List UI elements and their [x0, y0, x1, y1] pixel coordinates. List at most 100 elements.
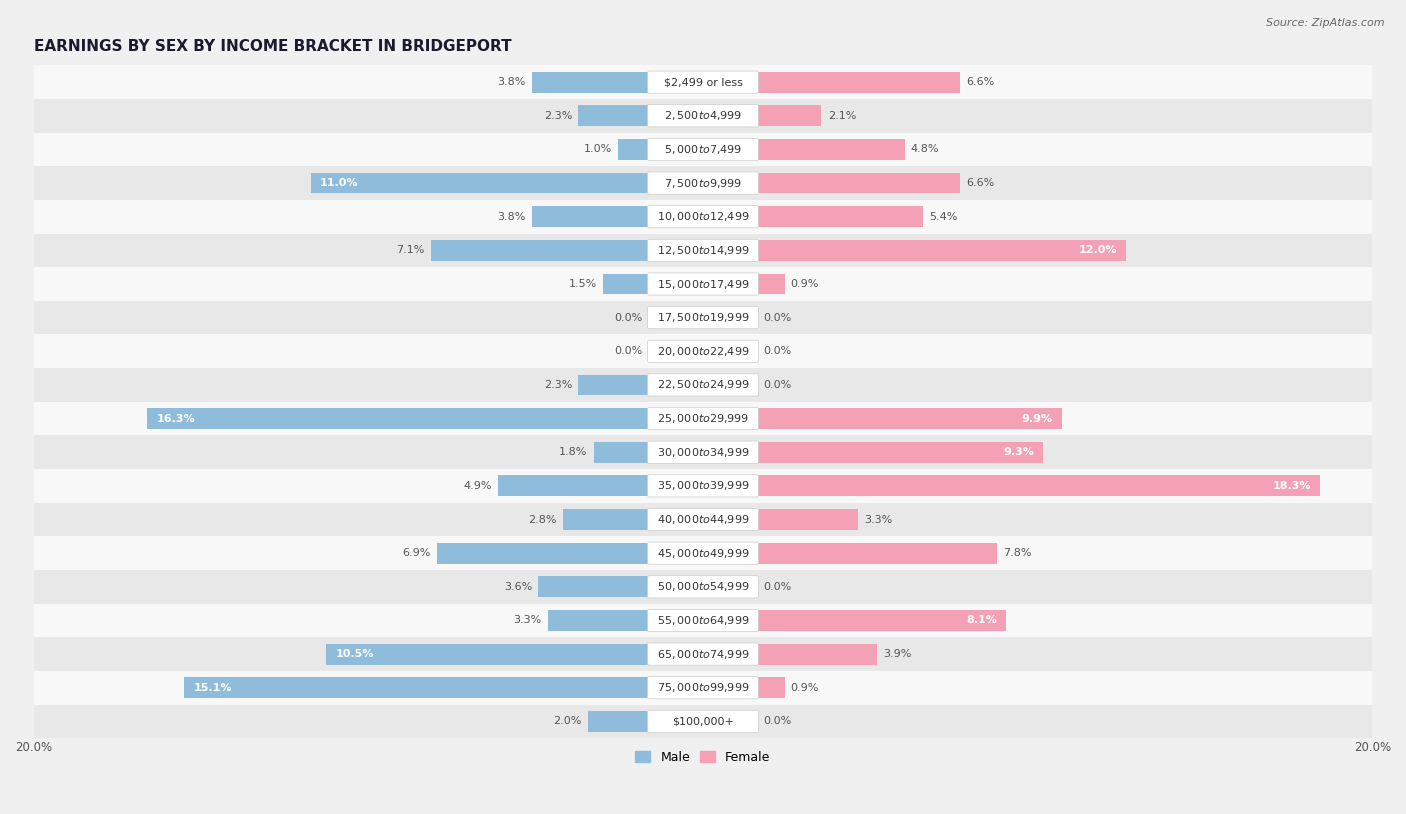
- FancyBboxPatch shape: [648, 105, 758, 127]
- Bar: [756, 644, 877, 664]
- Text: 4.8%: 4.8%: [911, 144, 939, 155]
- Bar: [34, 368, 1372, 402]
- Text: 1.8%: 1.8%: [560, 447, 588, 457]
- Bar: [756, 408, 1062, 429]
- Text: 0.9%: 0.9%: [790, 279, 820, 289]
- Text: 6.9%: 6.9%: [402, 548, 430, 558]
- Bar: [756, 509, 859, 530]
- Text: $25,000 to $29,999: $25,000 to $29,999: [657, 412, 749, 425]
- Bar: [756, 173, 960, 194]
- Bar: [34, 402, 1372, 435]
- Text: $10,000 to $12,499: $10,000 to $12,499: [657, 210, 749, 223]
- Text: 9.3%: 9.3%: [1002, 447, 1033, 457]
- Bar: [547, 610, 650, 631]
- Bar: [619, 139, 650, 160]
- Text: $12,500 to $14,999: $12,500 to $14,999: [657, 244, 749, 257]
- Text: $17,500 to $19,999: $17,500 to $19,999: [657, 311, 749, 324]
- FancyBboxPatch shape: [648, 273, 758, 295]
- Bar: [538, 576, 650, 597]
- Bar: [34, 503, 1372, 536]
- Text: 2.0%: 2.0%: [553, 716, 582, 726]
- Bar: [756, 206, 924, 227]
- Bar: [756, 442, 1043, 462]
- Text: 0.0%: 0.0%: [614, 346, 643, 357]
- Text: $2,499 or less: $2,499 or less: [664, 77, 742, 87]
- FancyBboxPatch shape: [648, 542, 758, 564]
- Text: 1.5%: 1.5%: [568, 279, 596, 289]
- Text: 3.8%: 3.8%: [498, 77, 526, 87]
- Text: 3.9%: 3.9%: [883, 649, 911, 659]
- Text: $45,000 to $49,999: $45,000 to $49,999: [657, 547, 749, 560]
- Text: 6.6%: 6.6%: [966, 77, 994, 87]
- Legend: Male, Female: Male, Female: [630, 746, 776, 769]
- Text: 18.3%: 18.3%: [1272, 481, 1310, 491]
- Text: 2.1%: 2.1%: [828, 111, 856, 120]
- FancyBboxPatch shape: [648, 575, 758, 598]
- FancyBboxPatch shape: [648, 408, 758, 430]
- Text: 2.3%: 2.3%: [544, 380, 572, 390]
- Text: 3.3%: 3.3%: [513, 615, 541, 625]
- Text: 0.0%: 0.0%: [763, 716, 792, 726]
- Text: $2,500 to $4,999: $2,500 to $4,999: [664, 109, 742, 122]
- Bar: [756, 105, 821, 126]
- Text: 12.0%: 12.0%: [1078, 245, 1116, 256]
- FancyBboxPatch shape: [648, 307, 758, 329]
- Bar: [756, 274, 785, 295]
- Text: 0.0%: 0.0%: [763, 346, 792, 357]
- Bar: [34, 166, 1372, 200]
- FancyBboxPatch shape: [648, 643, 758, 665]
- Bar: [34, 234, 1372, 267]
- Bar: [34, 570, 1372, 604]
- Bar: [498, 475, 650, 497]
- Text: 9.9%: 9.9%: [1021, 414, 1052, 423]
- FancyBboxPatch shape: [648, 172, 758, 195]
- Bar: [34, 469, 1372, 503]
- Bar: [437, 543, 650, 563]
- Text: $65,000 to $74,999: $65,000 to $74,999: [657, 648, 749, 661]
- Bar: [603, 274, 650, 295]
- Text: 3.8%: 3.8%: [498, 212, 526, 221]
- Text: $35,000 to $39,999: $35,000 to $39,999: [657, 479, 749, 492]
- FancyBboxPatch shape: [648, 711, 758, 733]
- Bar: [311, 173, 650, 194]
- Bar: [756, 543, 997, 563]
- Bar: [430, 240, 650, 260]
- Text: 16.3%: 16.3%: [156, 414, 195, 423]
- Bar: [533, 206, 650, 227]
- Text: 15.1%: 15.1%: [194, 683, 232, 693]
- FancyBboxPatch shape: [648, 441, 758, 463]
- Bar: [34, 536, 1372, 570]
- FancyBboxPatch shape: [648, 676, 758, 699]
- Text: $75,000 to $99,999: $75,000 to $99,999: [657, 681, 749, 694]
- Text: $22,500 to $24,999: $22,500 to $24,999: [657, 379, 749, 392]
- Text: 2.3%: 2.3%: [544, 111, 572, 120]
- Text: 0.0%: 0.0%: [614, 313, 643, 322]
- FancyBboxPatch shape: [648, 71, 758, 94]
- Bar: [34, 267, 1372, 301]
- Bar: [578, 374, 650, 396]
- Bar: [578, 105, 650, 126]
- Text: $20,000 to $22,499: $20,000 to $22,499: [657, 345, 749, 358]
- Text: $5,000 to $7,499: $5,000 to $7,499: [664, 143, 742, 156]
- FancyBboxPatch shape: [648, 509, 758, 531]
- Text: 8.1%: 8.1%: [966, 615, 997, 625]
- Bar: [34, 671, 1372, 705]
- Text: 10.5%: 10.5%: [335, 649, 374, 659]
- Bar: [34, 435, 1372, 469]
- Text: EARNINGS BY SEX BY INCOME BRACKET IN BRIDGEPORT: EARNINGS BY SEX BY INCOME BRACKET IN BRI…: [34, 39, 512, 55]
- Text: 0.9%: 0.9%: [790, 683, 820, 693]
- Bar: [34, 604, 1372, 637]
- Text: $7,500 to $9,999: $7,500 to $9,999: [664, 177, 742, 190]
- Text: $40,000 to $44,999: $40,000 to $44,999: [657, 513, 749, 526]
- Text: 2.8%: 2.8%: [529, 514, 557, 524]
- Bar: [756, 240, 1126, 260]
- Text: 0.0%: 0.0%: [763, 582, 792, 592]
- Bar: [326, 644, 650, 664]
- Bar: [756, 72, 960, 93]
- Bar: [756, 139, 904, 160]
- Bar: [34, 705, 1372, 738]
- Bar: [562, 509, 650, 530]
- Bar: [34, 99, 1372, 133]
- Text: Source: ZipAtlas.com: Source: ZipAtlas.com: [1267, 18, 1385, 28]
- Bar: [34, 301, 1372, 335]
